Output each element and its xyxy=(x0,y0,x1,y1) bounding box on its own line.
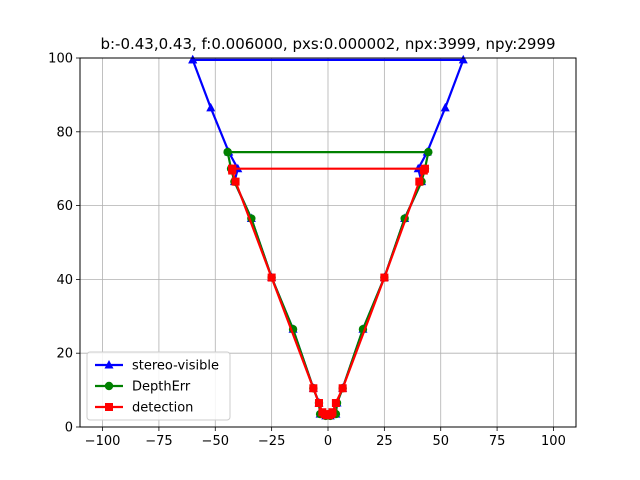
data-point-detection xyxy=(267,273,276,282)
data-point-DepthErr xyxy=(223,147,232,157)
data-point-detection xyxy=(338,384,347,393)
axis-ticks: −100 −75 −50 −25 0 25 50 75 100 0 20 40 60 80 100 xyxy=(48,52,566,450)
legend-marker xyxy=(104,381,114,391)
x-tick-label: −100 xyxy=(85,434,121,449)
x-tick-label: 100 xyxy=(541,434,566,449)
data-point-detection xyxy=(309,384,318,393)
legend-item-DepthErr: DepthErr xyxy=(95,380,191,395)
legend-label: detection xyxy=(132,401,193,416)
legend-box xyxy=(86,351,231,421)
y-tick-label: 100 xyxy=(48,52,73,67)
legend-label: DepthErr xyxy=(132,380,191,395)
data-point-DepthErr xyxy=(424,147,433,157)
x-tick-label: 50 xyxy=(432,434,449,449)
data-point-detection xyxy=(231,177,240,186)
y-tick-label: 80 xyxy=(56,125,73,140)
data-point-stereo-visible xyxy=(440,102,450,112)
data-point-detection xyxy=(419,166,428,175)
series-detection xyxy=(228,164,429,420)
x-tick-label: 25 xyxy=(376,434,393,449)
x-tick-label: −25 xyxy=(258,434,285,449)
legend-item-detection: detection xyxy=(95,401,193,416)
legend-marker xyxy=(105,403,113,411)
legend-marker xyxy=(104,360,114,369)
y-tick-label: 20 xyxy=(56,347,73,362)
data-point-stereo-visible xyxy=(188,54,198,64)
data-point-detection xyxy=(415,177,424,186)
x-tick-label: −75 xyxy=(145,434,172,449)
data-point-detection xyxy=(228,164,237,173)
data-point-detection xyxy=(318,408,327,417)
y-tick-label: 40 xyxy=(56,273,73,288)
y-tick-label: 60 xyxy=(56,199,73,214)
y-tick-label: 0 xyxy=(65,421,73,436)
legend-label: stereo-visible xyxy=(132,359,219,374)
legend-item-stereo-visible: stereo-visible xyxy=(95,359,219,374)
data-point-detection xyxy=(314,399,323,408)
x-tick-label: −50 xyxy=(202,434,229,449)
data-point-detection xyxy=(380,273,389,282)
chart-title: b:-0.43,0.43, f:0.006000, pxs:0.000002, … xyxy=(100,35,555,53)
x-tick-label: 0 xyxy=(324,434,332,449)
data-point-stereo-visible xyxy=(206,102,216,112)
data-point-stereo-visible xyxy=(458,54,468,64)
x-tick-label: 75 xyxy=(489,434,506,449)
series-layer xyxy=(188,54,468,421)
data-point-detection xyxy=(331,399,340,408)
legend: stereo-visible DepthErr detection xyxy=(86,351,231,421)
